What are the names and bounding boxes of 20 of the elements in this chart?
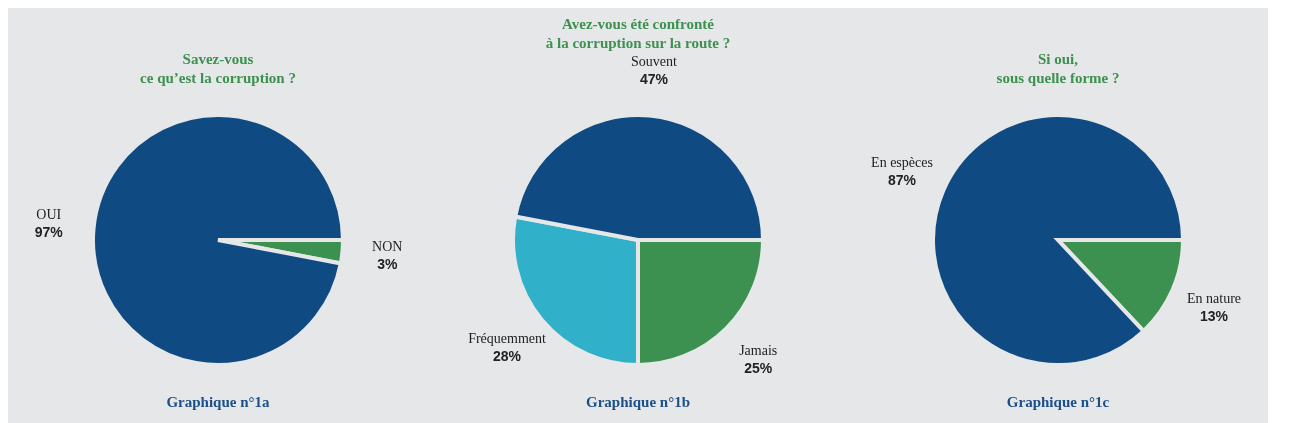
data-label: 47% — [639, 70, 669, 87]
slice-label: En espèces — [871, 155, 933, 171]
slice-label: NON — [372, 239, 403, 254]
chart-title: Savez-vous ce qu’est la corruption ? — [140, 51, 296, 86]
slice-label: Jamais — [739, 343, 778, 359]
data-label: 87% — [887, 172, 917, 189]
slice-label: En nature — [1187, 290, 1242, 306]
slice-label: OUI — [36, 207, 62, 222]
text: Graphique n°1c — [1006, 394, 1110, 410]
data-label: 97% — [34, 224, 64, 240]
slice-label: Souvent — [631, 53, 678, 69]
text: Graphique n°1a — [166, 394, 271, 410]
text: Graphique n°1b — [586, 394, 690, 410]
data-label: 3% — [377, 256, 398, 272]
data-label: 13% — [1200, 307, 1229, 324]
data-label: 25% — [744, 360, 773, 377]
chart-title: Avez-vous été confronté à la corruption sur la route ? — [545, 15, 731, 51]
data-label: 28% — [493, 348, 522, 365]
slice-label: Fréquemment — [468, 331, 546, 347]
chart-title: Si oui, sous quelle forme ? — [996, 51, 1120, 86]
